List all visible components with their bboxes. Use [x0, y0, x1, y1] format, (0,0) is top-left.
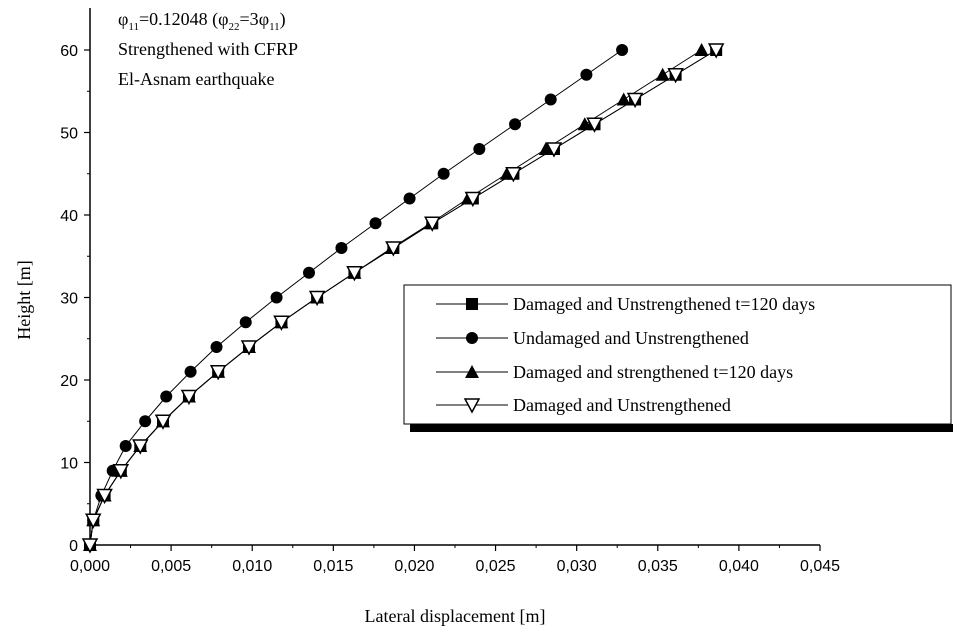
- x-axis-title: Lateral displacement [m]: [365, 606, 546, 626]
- y-ticks: 0 10 20 30 40 50 60: [60, 43, 90, 555]
- legend-box: [403, 284, 952, 425]
- data-point-triangle-down: [545, 142, 563, 158]
- y-tick-label: 60: [60, 43, 78, 60]
- data-point-circle: [160, 390, 173, 403]
- annotation-text: ): [280, 9, 286, 30]
- y-tick-label: 50: [60, 126, 78, 143]
- subscript: 22: [229, 21, 240, 33]
- data-point-triangle-up: [577, 117, 592, 131]
- legend-item: Damaged and strengthened t=120 days: [436, 362, 793, 382]
- data-point-triangle-down: [346, 266, 363, 282]
- data-point-circle: [544, 93, 557, 106]
- data-point-triangle-down: [464, 191, 482, 208]
- legend-label: Damaged and strengthened t=120 days: [513, 362, 793, 382]
- phi-symbol: φ: [118, 9, 128, 29]
- x-tick-label: 0,000: [70, 558, 110, 575]
- data-point-circle: [369, 217, 382, 230]
- data-point-circle: [473, 143, 486, 155]
- data-point-triangle-up: [465, 365, 479, 378]
- data-point-triangle-up: [655, 67, 670, 81]
- data-point-triangle-down: [424, 216, 441, 232]
- data-point-triangle-down: [112, 464, 130, 480]
- data-point-circle: [270, 291, 283, 304]
- x-ticks: 0,000 0,005 0,010 0,015 0,020 0,025 0,030 0,035…: [70, 545, 840, 575]
- phi-symbol: φ: [218, 9, 228, 29]
- legend-shadow: [410, 424, 953, 432]
- data-point-triangle-down: [154, 414, 172, 430]
- data-point-circle: [580, 68, 593, 81]
- data-point-triangle-up: [616, 92, 631, 106]
- subscript: 11: [269, 21, 280, 33]
- data-point-circle: [119, 440, 132, 452]
- data-point-triangle-down: [132, 439, 149, 455]
- legend-label: Damaged and Unstrengthened: [513, 395, 731, 415]
- data-point-triangle-down: [463, 398, 481, 414]
- data-point-triangle-down: [81, 538, 99, 554]
- data-point-circle: [466, 332, 478, 344]
- series-layer: [81, 43, 725, 554]
- data-point-square: [466, 298, 478, 310]
- x-tick-label: 0,030: [557, 558, 597, 575]
- legend-label: Undamaged and Unstrengthened: [513, 328, 749, 348]
- annotation-line-1: φ11=0.12048 (φ22=3φ11): [118, 9, 286, 33]
- x-tick-label: 0,015: [313, 558, 353, 575]
- data-point-circle: [437, 167, 450, 180]
- data-point-circle: [139, 415, 152, 428]
- y-tick-label: 30: [60, 291, 78, 308]
- data-point-triangle-down: [209, 365, 227, 381]
- data-point-circle: [509, 118, 522, 131]
- data-point-triangle-down: [96, 488, 113, 505]
- data-point-circle: [616, 44, 629, 56]
- data-point-triangle-down: [505, 167, 522, 183]
- legend-label: Damaged and Unstrengthened t=120 days: [513, 294, 815, 314]
- series-triangle-down-open: [81, 43, 725, 554]
- data-point-triangle-down: [240, 340, 258, 356]
- data-point-triangle-down: [667, 68, 684, 84]
- data-point-circle: [335, 242, 348, 254]
- data-point-triangle-down: [626, 92, 644, 109]
- x-tick-label: 0,020: [394, 558, 434, 575]
- data-point-circle: [210, 341, 223, 353]
- y-tick-label: 20: [60, 373, 78, 390]
- annotation-text: =0.12048 (: [139, 9, 218, 30]
- x-tick-label: 0,040: [719, 558, 759, 575]
- x-tick-label: 0,025: [476, 558, 516, 575]
- x-tick-label: 0,010: [232, 558, 272, 575]
- phi-symbol: φ: [259, 9, 269, 29]
- x-tick-label: 0,005: [151, 558, 191, 575]
- annotation: φ11=0.12048 (φ22=3φ11) Strengthened with…: [118, 9, 298, 89]
- legend-item: Undamaged and Unstrengthened: [436, 328, 749, 348]
- data-point-circle: [403, 192, 416, 205]
- y-tick-label: 10: [60, 456, 78, 473]
- legend-items: Damaged and Unstrengthened t=120 days Und…: [436, 294, 815, 415]
- legend-item: Damaged and Unstrengthened: [436, 395, 731, 415]
- y-tick-label: 40: [60, 208, 78, 225]
- annotation-line-3: El-Asnam earthquake: [118, 69, 274, 89]
- data-point-triangle-down: [707, 43, 725, 59]
- annotation-line-2: Strengthened with CFRP: [118, 39, 298, 59]
- data-point-triangle-down: [385, 241, 402, 257]
- subscript: 11: [128, 21, 139, 33]
- data-point-triangle-down: [273, 315, 290, 331]
- data-point-circle: [303, 266, 315, 279]
- data-point-triangle-down: [84, 513, 102, 529]
- annotation-text: =3: [240, 9, 259, 29]
- data-point-circle: [239, 316, 252, 329]
- legend-item: Damaged and Unstrengthened t=120 days: [436, 294, 815, 314]
- data-point-triangle-down: [308, 290, 326, 307]
- data-point-triangle-up: [694, 43, 709, 56]
- y-tick-label: 0: [69, 538, 78, 555]
- x-tick-label: 0,045: [800, 558, 840, 575]
- data-point-triangle-down: [180, 389, 198, 406]
- data-point-circle: [184, 365, 197, 378]
- data-point-triangle-down: [586, 117, 603, 133]
- legend: Damaged and Unstrengthened t=120 days Und…: [403, 284, 953, 432]
- x-tick-label: 0,035: [638, 558, 678, 575]
- y-axis-title: Height [m]: [14, 260, 34, 339]
